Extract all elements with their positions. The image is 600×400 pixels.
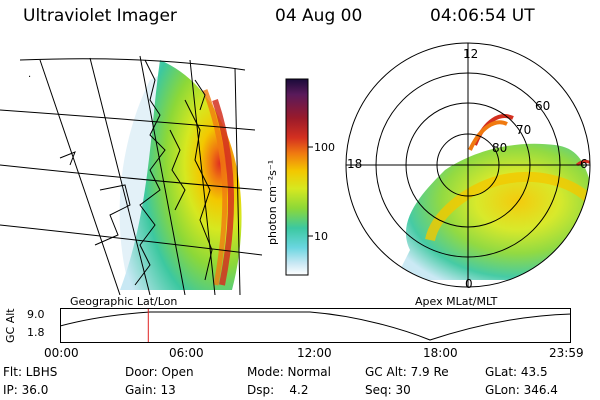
mode-info: Mode: Normal xyxy=(247,365,331,379)
seq-info: Seq: 30 xyxy=(365,383,411,397)
mlt-label-0: 0 xyxy=(465,277,473,291)
altitude-plot xyxy=(60,308,572,343)
mlt-label-12: 12 xyxy=(463,47,478,61)
gc-alt-info: GC Alt: 7.9 Re xyxy=(365,365,449,379)
time-tick-1800: 18:00 xyxy=(423,346,458,360)
altitude-y-tick-high: 9.0 xyxy=(27,308,45,321)
glon-info: GLon: 346.4 xyxy=(485,383,558,397)
lat-label-60: 60 xyxy=(535,99,550,113)
colorbar-unit-label: photon cm⁻²s⁻¹ xyxy=(266,160,279,245)
filter-info: Flt: LBHS xyxy=(3,365,58,379)
time-label: 04:06:54 UT xyxy=(430,6,535,26)
time-tick-2359: 23:59 xyxy=(549,346,584,360)
coastlines xyxy=(59,59,213,286)
colorbar-tick-10: 10 xyxy=(314,230,328,243)
altitude-y-label-wrap: GC Alt xyxy=(4,305,22,343)
aurora-arc-left-outer xyxy=(202,89,228,286)
aurora-arc-left xyxy=(212,99,234,286)
grid-mark: · xyxy=(28,72,31,83)
instrument-title: Ultraviolet Imager xyxy=(23,6,177,26)
glat-info: GLat: 43.5 xyxy=(485,365,548,379)
colorbar-gradient xyxy=(285,78,309,276)
colorbar: 100 10 photon cm⁻²s⁻¹ xyxy=(266,78,335,276)
date-label: 04 Aug 00 xyxy=(275,6,363,26)
lat-label-80: 80 xyxy=(492,141,507,155)
door-info: Door: Open xyxy=(125,365,194,379)
gain-info: Gain: 13 xyxy=(125,383,176,397)
lat-label-70: 70 xyxy=(516,123,531,137)
time-tick-0600: 06:00 xyxy=(169,346,204,360)
mlt-label-6: 6 xyxy=(580,157,588,171)
altitude-y-label: GC Alt xyxy=(4,308,17,343)
time-tick-0000: 00:00 xyxy=(44,346,79,360)
mlt-label-18: 18 xyxy=(347,157,362,171)
dsp-info: Dsp: 4.2 xyxy=(247,383,309,397)
altitude-curve xyxy=(60,311,572,341)
right-panel-caption: Apex MLat/MLT xyxy=(415,295,498,308)
aurora-oval-polar xyxy=(395,143,590,280)
geographic-image-panel: · xyxy=(0,55,263,295)
colorbar-tick-100: 100 xyxy=(314,141,335,154)
altitude-plot-frame xyxy=(60,308,571,343)
aurora-emission-left xyxy=(120,60,242,290)
left-panel-caption: Geographic Lat/Lon xyxy=(70,295,178,308)
polar-image-panel: 12 18 6 0 60 70 80 xyxy=(345,42,591,291)
altitude-y-tick-low: 1.8 xyxy=(27,326,45,339)
time-tick-1200: 12:00 xyxy=(297,346,332,360)
polar-grid xyxy=(345,42,591,288)
ip-info: IP: 36.0 xyxy=(3,383,49,397)
